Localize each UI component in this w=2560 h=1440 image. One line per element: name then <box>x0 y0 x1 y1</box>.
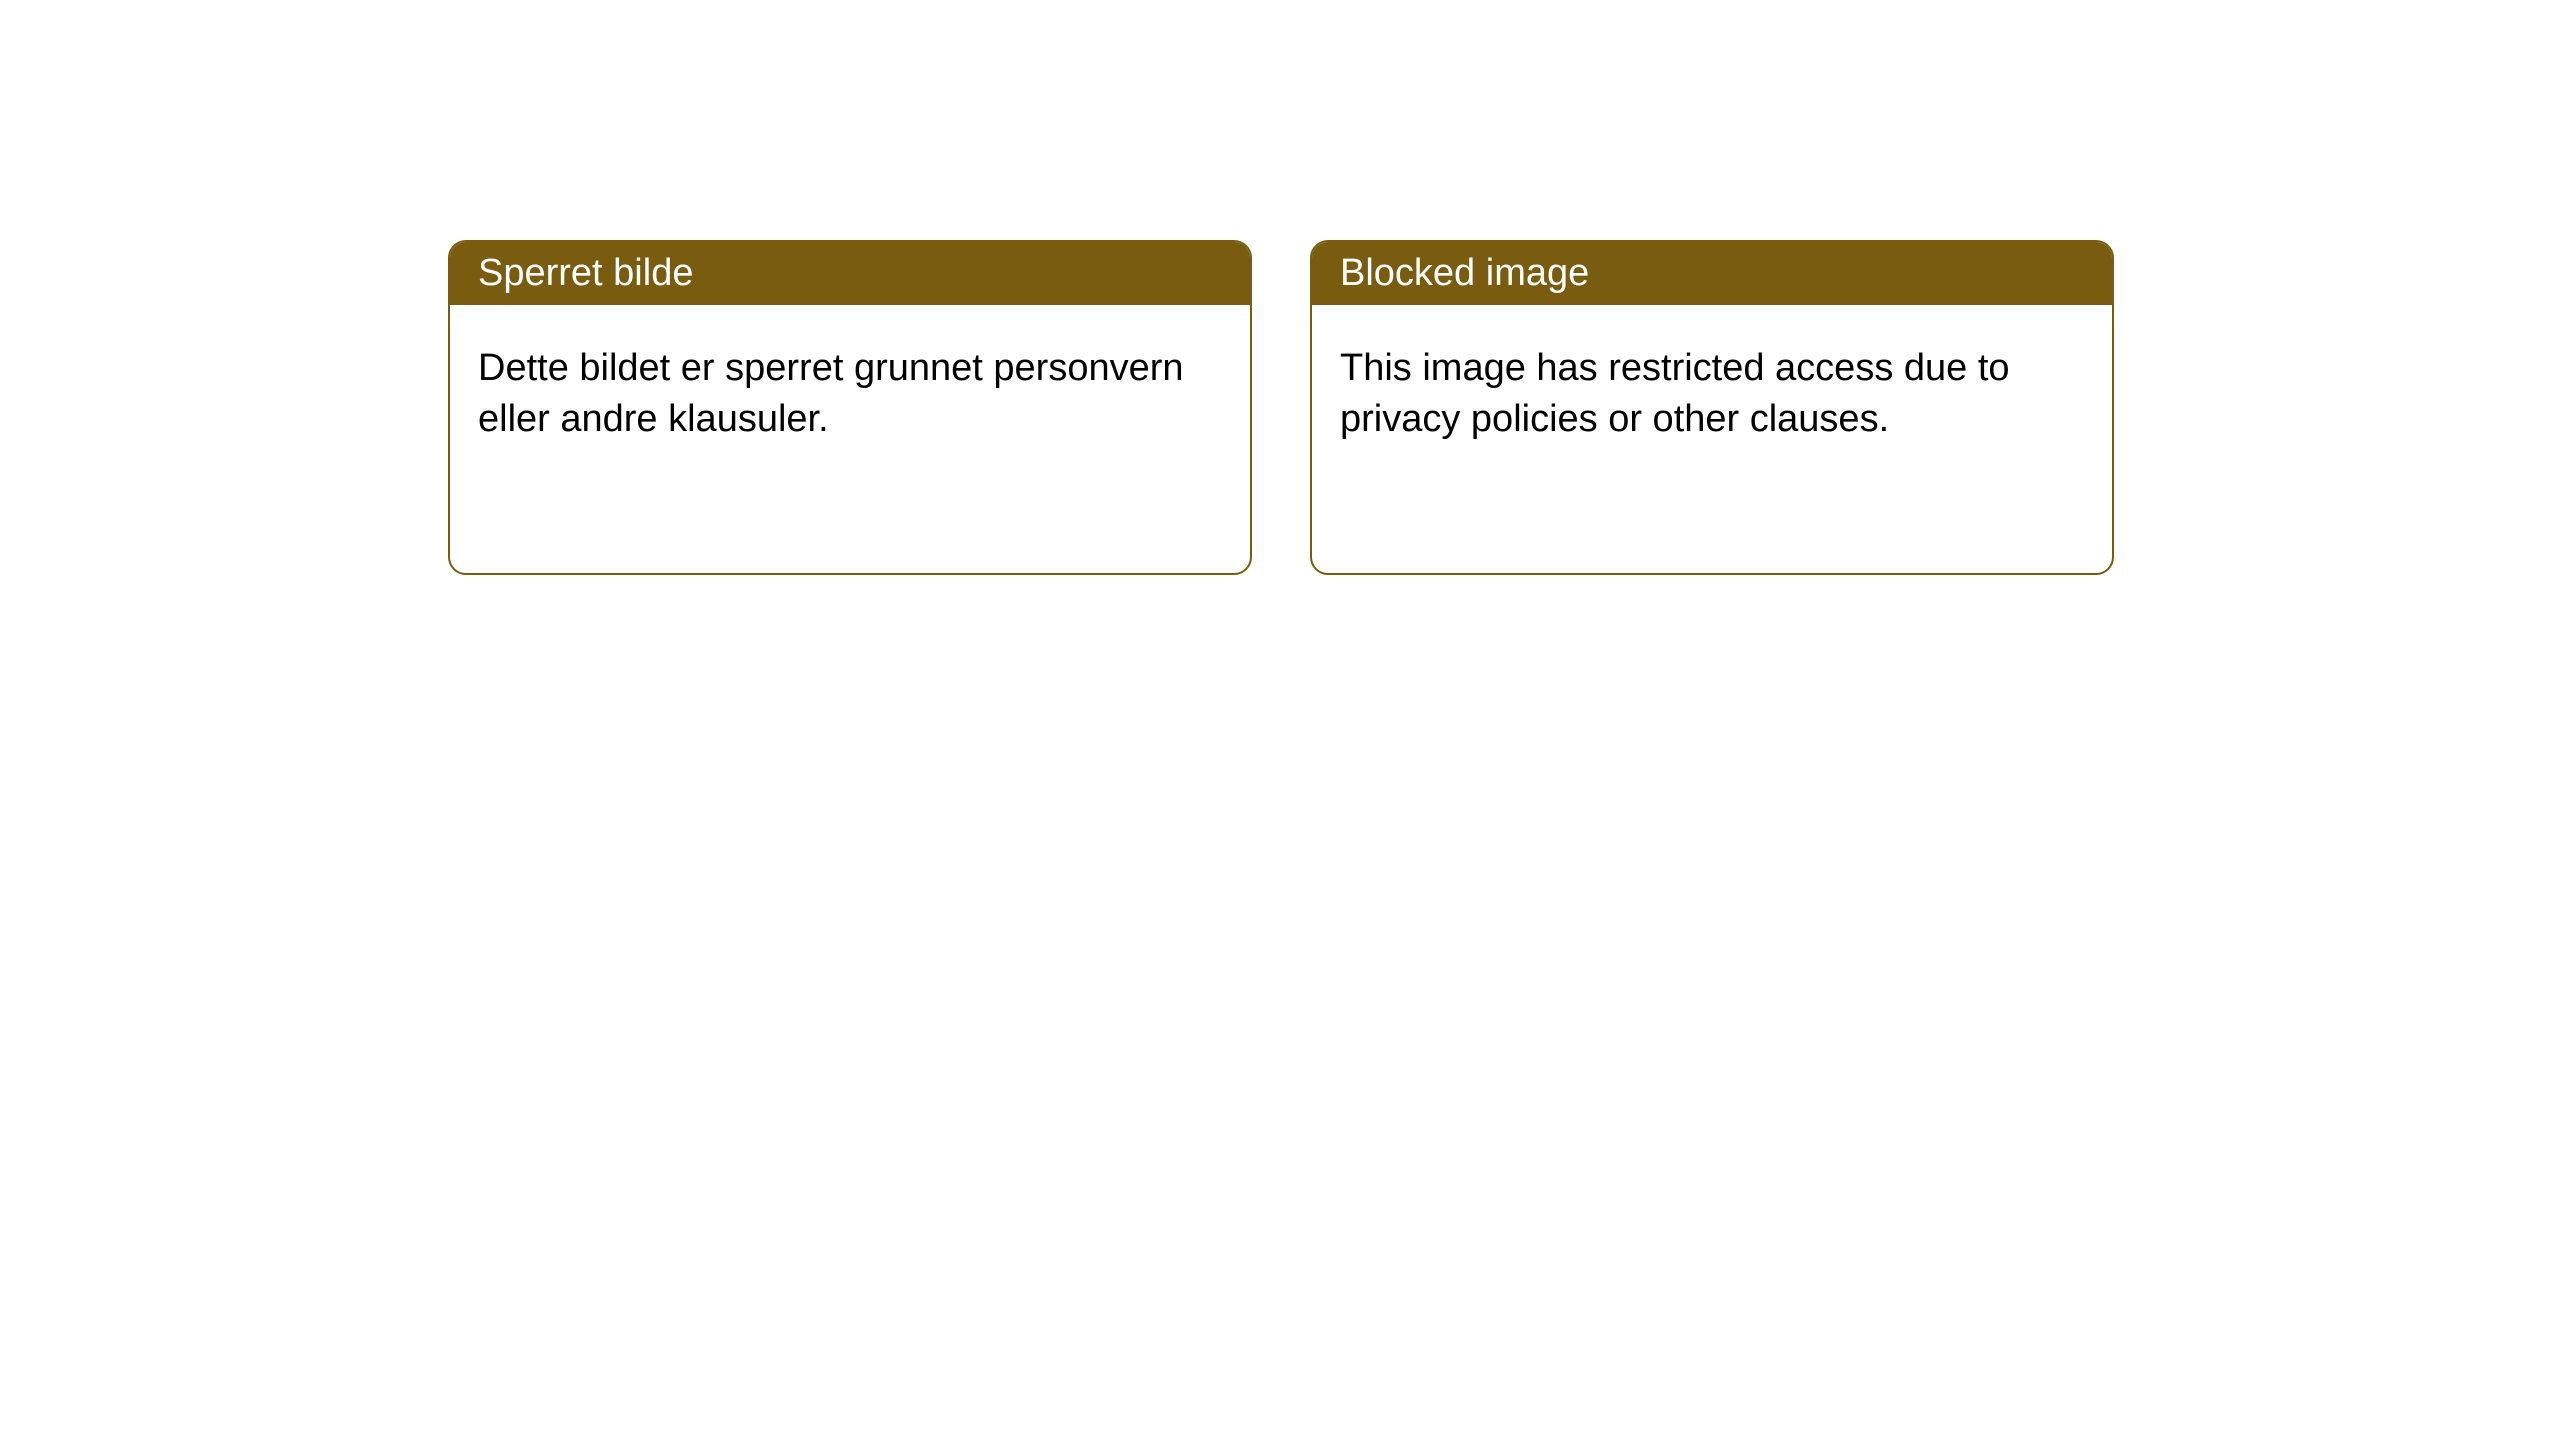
card-body-norwegian: Dette bildet er sperret grunnet personve… <box>450 305 1250 484</box>
card-header-norwegian: Sperret bilde <box>450 242 1250 305</box>
notice-container: Sperret bilde Dette bildet er sperret gr… <box>0 0 2560 575</box>
card-header-english: Blocked image <box>1312 242 2112 305</box>
blocked-image-card-norwegian: Sperret bilde Dette bildet er sperret gr… <box>448 240 1252 575</box>
card-body-english: This image has restricted access due to … <box>1312 305 2112 484</box>
blocked-image-card-english: Blocked image This image has restricted … <box>1310 240 2114 575</box>
